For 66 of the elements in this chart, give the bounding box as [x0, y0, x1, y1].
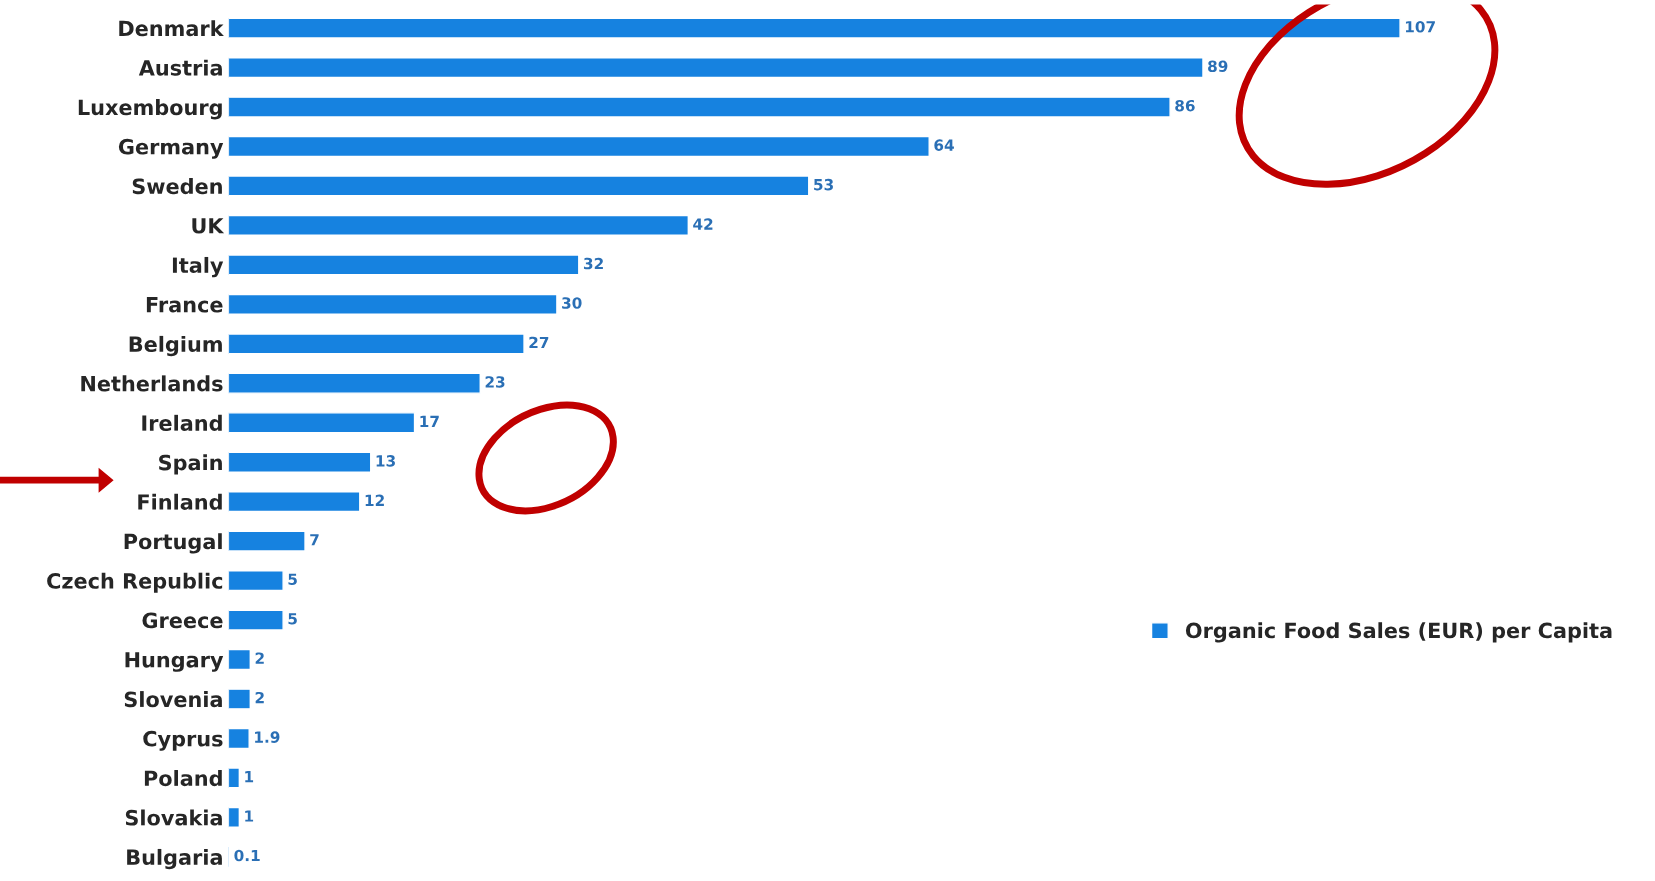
bar: [228, 609, 284, 631]
y-tick-label: Hungary: [125, 652, 224, 672]
y-tick-label: Slovenia: [124, 691, 222, 708]
y-tick-label: Austria: [138, 59, 222, 76]
y-tick-label: Slovakia: [125, 809, 222, 826]
bar: [228, 175, 810, 197]
bar: [228, 333, 525, 355]
y-tick-label: France: [146, 297, 223, 313]
data-label: 64: [934, 139, 954, 151]
y-tick-label: Portugal: [124, 533, 222, 554]
y-tick-label: Luxembourg: [78, 99, 222, 120]
bar: [228, 214, 689, 236]
bar: [228, 727, 250, 750]
data-label: 2: [255, 652, 264, 664]
data-label: 32: [583, 257, 603, 270]
data-label: 13: [376, 455, 395, 467]
bar: [228, 648, 251, 671]
y-tick-label: Netherlands: [81, 375, 223, 392]
y-tick-label: Czech Republic: [47, 572, 223, 593]
data-label: 107: [1405, 20, 1435, 33]
data-label: 89: [1208, 60, 1228, 72]
y-tick-label: Ireland: [142, 414, 222, 431]
data-label: 27: [529, 336, 549, 349]
y-tick-label: UK: [192, 218, 225, 234]
data-label: 1.9: [255, 731, 280, 743]
bar: [228, 570, 284, 592]
bar: [228, 491, 361, 513]
y-tick-label: Italy: [172, 256, 224, 278]
data-label: 86: [1175, 99, 1195, 112]
data-label: 5: [288, 573, 297, 586]
bar: [228, 135, 930, 158]
bar: [228, 17, 1401, 39]
bar: [228, 254, 580, 276]
data-label: 2: [255, 691, 264, 704]
bar: [228, 56, 1204, 79]
bar: [228, 372, 481, 394]
data-label: 0.1: [234, 849, 260, 862]
data-label: 1: [245, 771, 254, 783]
data-label: 23: [485, 376, 505, 388]
bar: [228, 530, 306, 552]
legend-label: Organic Food Sales (EUR) per Capita: [1185, 622, 1612, 643]
bar: [228, 767, 241, 789]
data-label: 53: [814, 178, 833, 191]
data-label: 1: [245, 810, 254, 822]
data-label: 7: [310, 534, 319, 546]
bar: [228, 688, 251, 710]
bar: [228, 412, 416, 434]
y-tick-label: Sweden: [132, 178, 222, 195]
data-label: 30: [562, 297, 582, 309]
bar: [228, 96, 1171, 118]
data-label: 5: [288, 613, 297, 625]
bar: [228, 806, 241, 828]
y-tick-label: Finland: [138, 493, 222, 510]
y-tick-label: Spain: [159, 454, 222, 475]
data-label: 12: [365, 494, 384, 506]
y-tick-label: Denmark: [119, 20, 224, 37]
y-tick-label: Poland: [144, 770, 222, 787]
data-label: 42: [693, 218, 713, 230]
y-tick-label: Bulgaria: [127, 848, 222, 870]
bar: [228, 293, 558, 315]
y-tick-label: Germany: [118, 138, 224, 159]
y-tick-label: Cyprus: [143, 730, 223, 751]
data-label: 17: [420, 415, 439, 427]
y-tick-label: Belgium: [129, 335, 222, 357]
y-tick-label: Greece: [142, 612, 223, 629]
bar: [228, 451, 372, 473]
